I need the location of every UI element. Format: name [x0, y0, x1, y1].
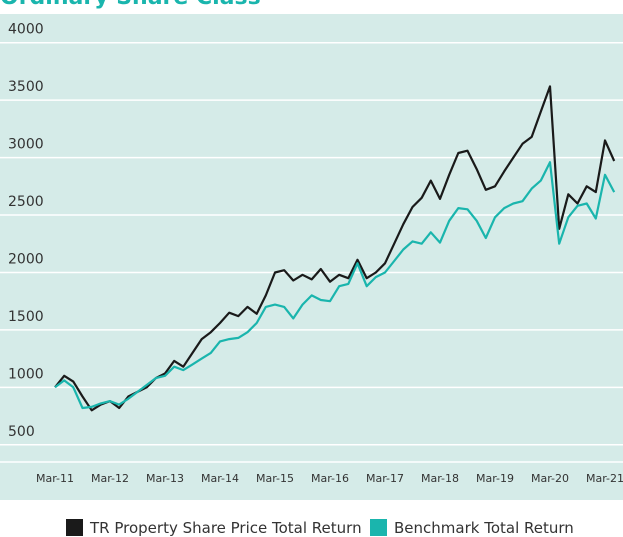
x-tick-label: Mar-12 [91, 472, 129, 485]
series-line [54, 85, 616, 412]
legend-label: TR Property Share Price Total Return [89, 519, 362, 537]
y-tick-label: 2000 [8, 251, 44, 267]
x-tick-label: Mar-11 [36, 472, 74, 485]
x-tick-label: Mar-21 [586, 472, 623, 485]
legend-swatch [370, 519, 387, 536]
x-tick-label: Mar-13 [146, 472, 184, 485]
y-tick-label: 500 [8, 424, 35, 440]
legend-label: Benchmark Total Return [394, 519, 574, 537]
y-tick-label: 3500 [8, 79, 44, 95]
x-tick-label: Mar-15 [256, 472, 294, 485]
x-tick-label: Mar-18 [421, 472, 459, 485]
y-tick-label: 3000 [8, 137, 44, 153]
x-tick-label: Mar-20 [531, 472, 569, 485]
y-tick-label: 2500 [8, 194, 44, 210]
y-tick-label: 4000 [8, 22, 44, 38]
legend-swatch [66, 519, 83, 536]
plot-background [0, 14, 623, 500]
chart-title: Ordinary Share Class [0, 0, 261, 10]
x-tick-label: Mar-17 [366, 472, 404, 485]
y-tick-label: 1500 [8, 309, 44, 325]
x-tick-label: Mar-16 [311, 472, 349, 485]
x-tick-label: Mar-19 [476, 472, 514, 485]
x-tick-label: Mar-14 [201, 472, 239, 485]
series-line [54, 161, 616, 410]
y-tick-label: 1000 [8, 366, 44, 382]
